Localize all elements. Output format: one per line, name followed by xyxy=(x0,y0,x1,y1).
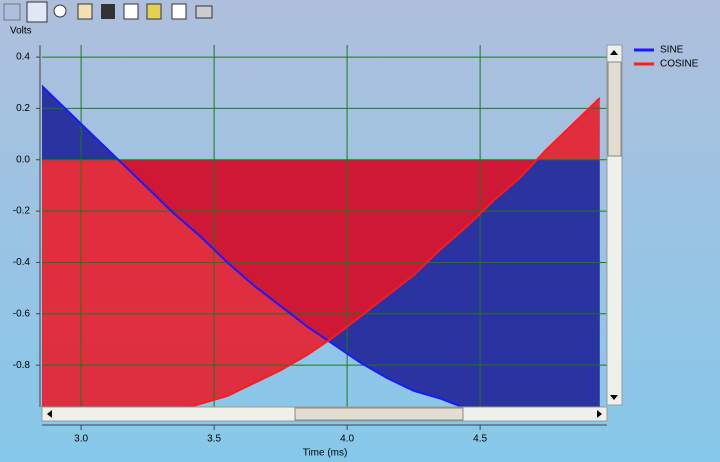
tool-crosshair[interactable] xyxy=(3,3,21,21)
x-tick-label: 3.5 xyxy=(207,434,221,445)
y-tick-label: -0.2 xyxy=(13,206,31,217)
tool-options[interactable] xyxy=(146,3,162,20)
tool-preview[interactable] xyxy=(171,3,187,20)
x-tick-label: 4.5 xyxy=(473,434,487,445)
plot-area xyxy=(42,45,607,407)
y-tick-label: 0.0 xyxy=(16,154,30,165)
x-axis-title: Time (ms) xyxy=(303,448,348,459)
y-tick-label: -0.4 xyxy=(13,257,31,268)
legend-label: COSINE xyxy=(660,59,699,70)
h-scroll-thumb[interactable] xyxy=(294,407,464,421)
h-scrollbar[interactable] xyxy=(41,406,608,422)
y-tick-label: -0.6 xyxy=(13,308,31,319)
tool-pan[interactable] xyxy=(77,3,93,20)
tool-save[interactable] xyxy=(101,4,115,19)
tool-print[interactable] xyxy=(195,5,213,19)
v-scrollbar[interactable] xyxy=(606,44,623,406)
x-tick-label: 3.0 xyxy=(74,434,88,445)
tool-copy[interactable] xyxy=(123,3,139,20)
v-scroll-thumb[interactable] xyxy=(607,61,622,157)
area-fill xyxy=(42,98,600,407)
y-axis-title: Volts xyxy=(10,26,32,37)
toolbar xyxy=(3,1,213,23)
y-tick-label: 0.4 xyxy=(16,52,30,63)
legend-label: SINE xyxy=(660,45,684,56)
tool-zoom-box[interactable] xyxy=(26,1,48,23)
axes: 0.4 0.2 0.0 -0.2 -0.4 -0.6 -0.8 3.0 3.5 4.0 4.5 xyxy=(13,52,488,445)
tool-zoom[interactable] xyxy=(53,4,67,18)
series-line xyxy=(42,97,601,407)
y-tick-label: -0.8 xyxy=(13,360,31,371)
legend: SINE COSINE xyxy=(634,45,699,70)
series-line xyxy=(42,84,465,407)
x-tick-label: 4.0 xyxy=(340,434,354,445)
y-tick-label: 0.2 xyxy=(16,103,30,114)
